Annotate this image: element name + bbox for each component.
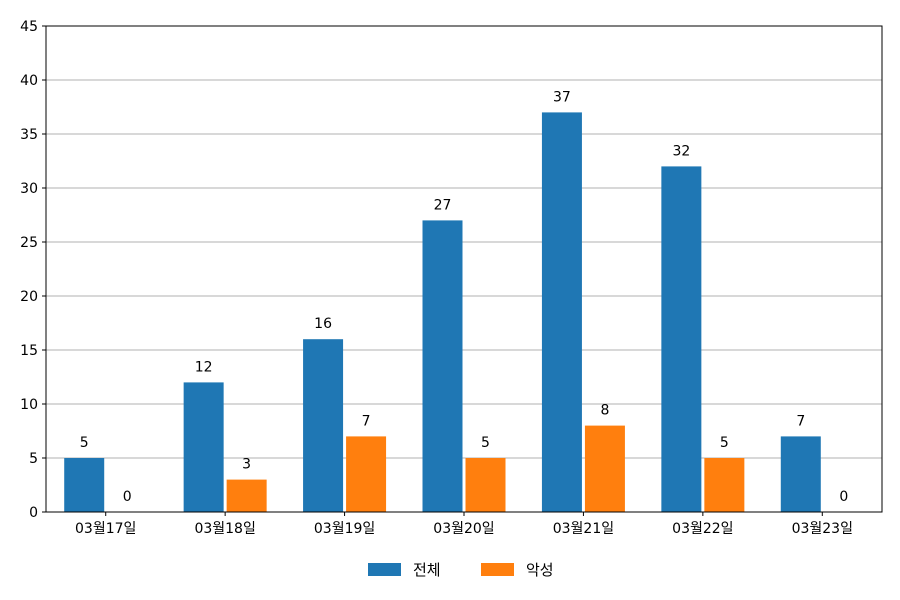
- y-tick-label: 30: [20, 181, 38, 197]
- data-label: 0: [839, 489, 848, 505]
- data-labels: 5 0 12 3 16 7 27 5 37 8 32 5 7 0: [80, 89, 848, 505]
- legend-label: 악성: [526, 561, 554, 579]
- bar-malicious: [346, 436, 387, 512]
- bar-total: [541, 112, 582, 513]
- data-label: 8: [600, 403, 609, 419]
- y-tick-label: 5: [29, 451, 38, 467]
- gridlines: [46, 79, 882, 459]
- y-axis: 0 5 10 15 20 25 30 35 40 45: [20, 19, 46, 521]
- y-tick-label: 0: [29, 505, 38, 521]
- bar-malicious: [465, 458, 506, 512]
- legend-label: 전체: [413, 561, 441, 579]
- data-label: 0: [123, 489, 132, 505]
- y-tick-label: 15: [20, 343, 38, 359]
- y-tick-label: 20: [20, 289, 38, 305]
- data-label: 32: [672, 143, 690, 159]
- y-tick-label: 25: [20, 235, 38, 251]
- x-tick-label: 03월21일: [553, 521, 614, 537]
- x-tick-label: 03월17일: [75, 521, 136, 537]
- bar-malicious: [704, 458, 745, 512]
- y-tick-label: 45: [20, 19, 38, 35]
- legend-swatch: [481, 563, 514, 576]
- data-label: 16: [314, 316, 332, 332]
- data-label: 3: [242, 457, 251, 473]
- x-tick-label: 03월22일: [672, 521, 733, 537]
- x-tick-label: 03월23일: [792, 521, 853, 537]
- data-label: 5: [481, 435, 490, 451]
- legend-swatch: [368, 563, 401, 576]
- x-tick-label: 03월20일: [433, 521, 494, 537]
- bar-total: [183, 382, 224, 512]
- x-tick-label: 03월18일: [194, 521, 255, 537]
- x-axis: 03월17일 03월18일 03월19일 03월20일 03월21일 03월22일 03월2…: [75, 512, 853, 537]
- bars: [64, 112, 821, 513]
- y-tick-label: 35: [20, 127, 38, 143]
- data-label: 5: [720, 435, 729, 451]
- data-label: 7: [796, 413, 805, 429]
- data-label: 5: [80, 435, 89, 451]
- y-tick-label: 10: [20, 397, 38, 413]
- data-label: 12: [195, 359, 213, 375]
- data-label: 27: [434, 197, 452, 213]
- bar-total: [303, 339, 344, 512]
- plot-frame: [45, 25, 883, 513]
- bar-total: [64, 458, 105, 512]
- y-tick-label: 40: [20, 73, 38, 89]
- data-label: 7: [362, 413, 371, 429]
- bar-total: [780, 436, 821, 512]
- bar-malicious: [584, 425, 625, 512]
- x-tick-label: 03월19일: [314, 521, 375, 537]
- bar-total: [422, 220, 463, 512]
- legend: 전체 악성: [368, 561, 554, 579]
- bar-total: [661, 166, 702, 512]
- data-label: 37: [553, 89, 571, 105]
- bar-malicious: [226, 479, 267, 512]
